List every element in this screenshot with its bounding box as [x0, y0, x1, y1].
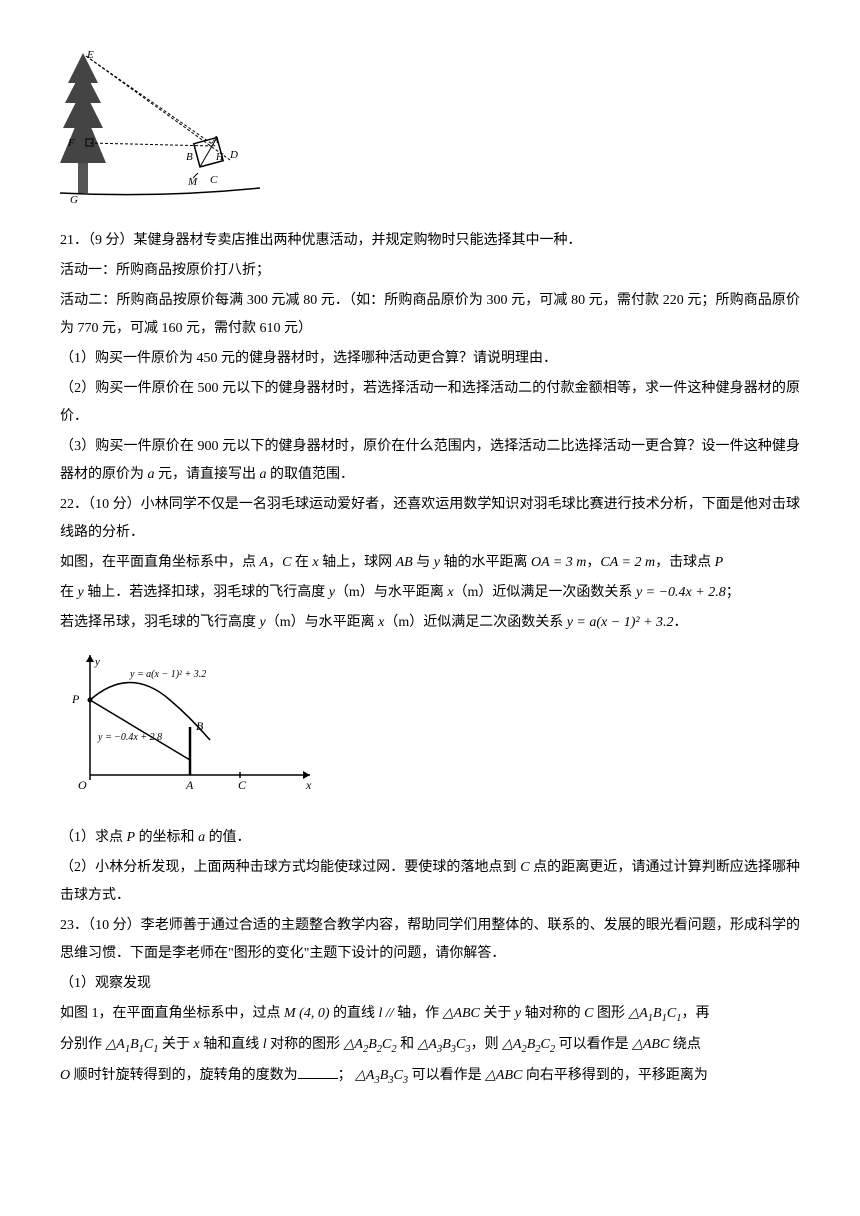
svg-text:C: C	[210, 174, 218, 186]
svg-text:D: D	[229, 149, 238, 161]
svg-text:A: A	[185, 778, 194, 792]
svg-text:H: H	[215, 152, 224, 163]
blank-1	[298, 1065, 338, 1079]
q21-part2: （2）购买一件原价在 500 元以下的健身器材时，若选择活动一和选择活动二的付款…	[60, 375, 800, 431]
q22-para3: 在 y 轴上．若选择扣球，羽毛球的飞行高度 y（m）与水平距离 x（m）近似满足…	[60, 579, 800, 607]
q21-heading: 21．（9 分）某健身器材专卖店推出两种优惠活动，并规定购物时只能选择其中一种．	[60, 227, 800, 255]
q23-p1-line2: 分别作 △A1B1C1 关于 x 轴和直线 l 对称的图形 △A2B2C2 和 …	[60, 1031, 800, 1060]
q21-part1: （1）购买一件原价为 450 元的健身器材时，选择哪种活动更合算？请说明理由．	[60, 345, 800, 373]
svg-text:O: O	[78, 778, 87, 792]
q22-para2: 如图，在平面直角坐标系中，点 A，C 在 x 轴上，球网 AB 与 y 轴的水平…	[60, 549, 800, 577]
svg-text:M: M	[187, 176, 198, 188]
svg-text:G: G	[70, 194, 78, 206]
q23-p1-title: （1）观察发现	[60, 970, 800, 998]
q22-para4: 若选择吊球，羽毛球的飞行高度 y（m）与水平距离 x（m）近似满足二次函数关系 …	[60, 609, 800, 637]
svg-text:A: A	[211, 134, 219, 146]
tree-diagram: E F G A B D H C M	[60, 48, 800, 219]
svg-text:y: y	[94, 656, 100, 668]
svg-text:F: F	[67, 137, 75, 149]
svg-text:B: B	[196, 719, 204, 733]
q22-heading: 22．（10 分）小林同学不仅是一名羽毛球运动爱好者，还喜欢运用数学知识对羽毛球…	[60, 491, 800, 547]
q21-part3: （3）购买一件原价在 900 元以下的健身器材时，原价在什么范围内，选择活动二比…	[60, 433, 800, 489]
q23-p1-line3: O 顺时针旋转得到的，旋转角的度数为； △A3B3C3 可以看作是 △ABC 向…	[60, 1062, 800, 1091]
q22-part2: （2）小林分析发现，上面两种击球方式均能使球过网．要使球的落地点到 C 点的距离…	[60, 854, 800, 910]
svg-text:y = a(x − 1)² + 3.2: y = a(x − 1)² + 3.2	[129, 669, 206, 680]
trajectory-graph: y P B O A C x y = a(x − 1)² + 3.2 y = −0…	[60, 645, 800, 816]
svg-text:x: x	[305, 778, 312, 792]
svg-text:E: E	[86, 49, 94, 61]
svg-text:y = −0.4x + 2.8: y = −0.4x + 2.8	[97, 732, 162, 743]
q23-heading: 23．（10 分）李老师善于通过合适的主题整合教学内容，帮助同学们用整体的、联系…	[60, 912, 800, 968]
svg-text:C: C	[238, 778, 247, 792]
q22-part1: （1）求点 P 的坐标和 a 的值．	[60, 824, 800, 852]
q21-activity2: 活动二：所购商品按原价每满 300 元减 80 元．（如：所购商品原价为 300…	[60, 287, 800, 343]
q21-activity1: 活动一：所购商品按原价打八折；	[60, 257, 800, 285]
q23-p1-line1: 如图 1，在平面直角坐标系中，过点 M (4, 0) 的直线 l // 轴，作 …	[60, 1000, 800, 1029]
svg-text:P: P	[71, 692, 80, 706]
svg-text:B: B	[186, 151, 193, 163]
